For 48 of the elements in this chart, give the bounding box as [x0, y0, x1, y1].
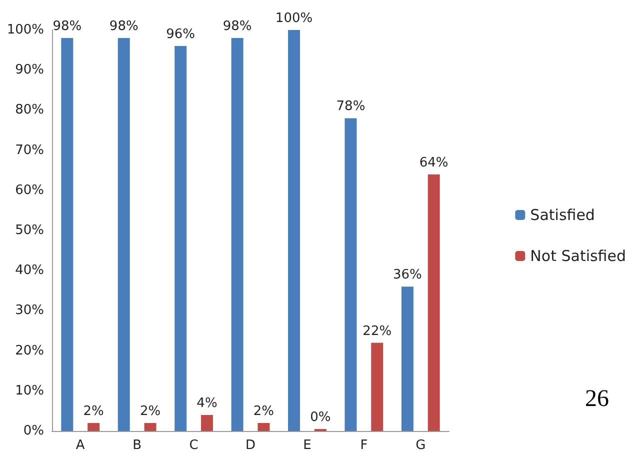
data-label: 36% — [392, 268, 422, 283]
bar — [174, 46, 187, 431]
y-tick-label: 0% — [23, 424, 44, 438]
x-tick-label: D — [245, 438, 256, 453]
x-tick-label: G — [416, 438, 426, 453]
data-label: 100% — [275, 11, 313, 26]
y-tick-label: 90% — [15, 62, 44, 78]
legend-label: Satisfied — [530, 206, 595, 224]
bar — [118, 38, 130, 431]
bar — [231, 38, 244, 431]
data-label: 2% — [253, 404, 274, 419]
bar — [428, 174, 440, 431]
data-label: 2% — [140, 404, 161, 419]
bar — [288, 30, 300, 431]
data-label: 98% — [222, 19, 252, 34]
x-tick-label: E — [303, 438, 312, 453]
data-label: 4% — [196, 396, 218, 411]
data-label: 96% — [166, 27, 196, 42]
bar — [200, 414, 213, 431]
x-tick-label: F — [360, 438, 368, 453]
x-tick-label: C — [189, 438, 198, 453]
x-tick-label: B — [132, 438, 142, 453]
y-tick-label: 60% — [15, 182, 44, 198]
y-tick-label: 80% — [15, 102, 44, 118]
data-label: 98% — [52, 19, 82, 34]
y-tick-label: 20% — [15, 343, 44, 358]
y-tick-label: 30% — [15, 303, 44, 318]
data-label: 2% — [83, 404, 104, 419]
legend-label: Not Satisfied — [530, 247, 626, 265]
y-tick-label: 50% — [15, 223, 44, 238]
bar — [401, 286, 414, 431]
data-label: 64% — [419, 155, 448, 170]
y-tick-label: 70% — [15, 142, 44, 158]
y-tick-label: 40% — [15, 263, 44, 278]
bar — [88, 422, 100, 431]
bar — [144, 422, 156, 431]
x-tick-label: A — [76, 438, 85, 453]
bar — [61, 38, 74, 431]
data-label: 78% — [336, 99, 366, 114]
data-label: 22% — [362, 324, 392, 339]
bar — [344, 118, 357, 431]
text: 26 — [585, 386, 609, 412]
data-label: 0% — [310, 410, 331, 425]
bar — [371, 342, 384, 431]
y-tick-label: 10% — [15, 383, 44, 398]
bar — [258, 422, 270, 431]
y-tick-label: 100% — [6, 22, 44, 38]
data-label: 98% — [109, 19, 138, 34]
